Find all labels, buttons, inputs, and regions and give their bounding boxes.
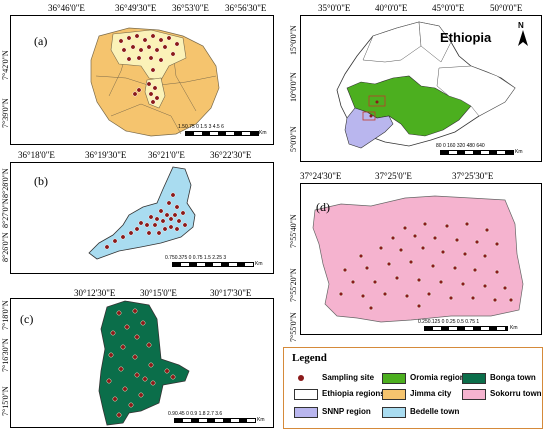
c-top-coord-3: 30°17'30"E (210, 288, 252, 298)
b-left-coord-3: 8°26'0"N (1, 232, 10, 262)
panel-c-label: (c) (20, 312, 34, 326)
d-top-coord-1: 37°24'30"E (300, 171, 342, 181)
north-label: N (518, 21, 524, 30)
eth-scale-unit: Km (515, 149, 523, 155)
legend-oromia: Oromia region (410, 373, 465, 382)
sokorru-boundary (312, 195, 524, 323)
eth-top-coord-3: 45°0'0"E (432, 3, 465, 13)
b-left-coord-2: 8°27'0"N (1, 198, 10, 228)
c-scale-bar (174, 418, 256, 423)
panel-b-bedelle (10, 162, 274, 274)
bedelle-map (88, 166, 196, 260)
sampling-sites-b (104, 192, 188, 250)
c-left-coord-2: 7°16'30"N (1, 338, 10, 372)
ethiopia-regions-swatch (294, 389, 318, 400)
jimma-map (11, 16, 273, 144)
b-top-coord-3: 36°21'0"E (148, 150, 185, 160)
c-left-coord-1: 7°18'0"N (1, 300, 10, 330)
b-scale-bar (172, 262, 254, 267)
legend-jimma: Jimma city (410, 389, 452, 398)
a-scale-ticks: 1.50.75 0 1.5 3 4.5 6 (178, 124, 224, 130)
d-left-coord-1: 7°55'40"N (289, 214, 298, 248)
eth-top-coord-4: 50°0'0"E (490, 3, 523, 13)
oromia-swatch (382, 373, 406, 384)
bedelle-boundary (88, 166, 196, 260)
b-top-coord-2: 36°19'30"E (85, 150, 127, 160)
eth-left-coord-1: 15°0'0"N (289, 25, 298, 55)
legend-snnp: SNNP region (322, 407, 371, 416)
sampling-sites-c (106, 308, 176, 418)
c-scale-ticks: 0.90.45 0 0.9 1.8 2.7 3.6 (168, 411, 223, 417)
eth-top-coord-2: 40°0'0"E (375, 3, 408, 13)
b-top-coord-4: 36°22'30"E (210, 150, 252, 160)
eth-top-coord-1: 35°0'0"E (318, 3, 351, 13)
b-scale-ticks: 0.750.375 0 0.75 1.5 2.25 3 (165, 255, 227, 261)
legend-bonga: Bonga town (490, 373, 536, 382)
bedelle-swatch (382, 407, 406, 418)
a-scale-bar (185, 131, 259, 136)
panel-c-bonga (10, 298, 274, 428)
a-top-coord-2: 36°49'30"E (115, 3, 157, 13)
bonga-boundary (98, 300, 190, 426)
sampling-sites-a (118, 33, 180, 105)
b-scale-unit: Km (255, 261, 263, 267)
d-scale-ticks: 0.250.125 0 0.25 0.5 0.75 1 (418, 319, 480, 325)
legend-title: Legend (292, 352, 327, 364)
d-left-coord-3: 7°55'0"N (289, 312, 298, 342)
snnp-swatch (294, 407, 318, 418)
ethiopia-title: Ethiopia (440, 30, 492, 45)
legend-sokorru: Sokorru town (490, 389, 542, 398)
panel-ethiopia-overview (300, 15, 542, 162)
d-top-coord-3: 37°25'30"E (452, 171, 494, 181)
a-top-coord-4: 36°56'30"E (225, 3, 267, 13)
ethiopia-map (336, 21, 528, 149)
a-top-coord-3: 36°53'0"E (172, 3, 209, 13)
a-left-coord-2: 7°39'0"N (1, 98, 10, 128)
panel-d-label: (d) (316, 200, 330, 214)
b-top-coord-1: 36°18'0"E (18, 150, 55, 160)
panel-d-sokorru (300, 183, 542, 335)
c-top-coord-2: 30°15'0"E (140, 288, 177, 298)
b-left-coord-1: 8°28'0"N (1, 168, 10, 198)
bonga-swatch (462, 373, 486, 384)
legend-bedelle: Bedelle town (410, 407, 460, 416)
sampling-site-marker (298, 375, 304, 381)
jimma-swatch (382, 389, 406, 400)
c-scale-unit: Km (257, 417, 265, 423)
legend-sampling-site: Sampling site (322, 373, 375, 382)
sampling-sites-d (338, 221, 514, 311)
eth-scale-bar (440, 150, 514, 155)
panel-a-label: (a) (34, 34, 48, 48)
d-scale-unit: Km (510, 325, 518, 331)
sokorru-map (312, 195, 524, 323)
d-left-coord-2: 7°55'20"N (289, 268, 298, 302)
sokorru-swatch (462, 389, 486, 400)
c-left-coord-3: 7°15'0"N (1, 386, 10, 416)
legend: Legend Sampling site Oromia region Bonga… (283, 347, 543, 429)
panel-b-label: (b) (34, 174, 48, 188)
eth-left-coord-2: 10°0'0"N (289, 72, 298, 102)
d-top-coord-2: 37°25'0"E (375, 171, 412, 181)
c-top-coord-1: 30°12'30"E (74, 288, 116, 298)
legend-ethiopia-regions: Ethiopia regions (322, 389, 385, 398)
a-left-coord-1: 7°42'0"N (1, 50, 10, 80)
eth-left-coord-3: 5°0'0"N (289, 126, 298, 152)
eth-scale-ticks: 80 0 160 320 480 640 (436, 143, 485, 149)
bonga-map (98, 300, 190, 426)
a-top-coord-1: 36°46'0"E (48, 3, 85, 13)
d-scale-bar (424, 326, 508, 331)
panel-a-jimma (10, 15, 274, 145)
north-arrow (518, 30, 528, 46)
a-scale-unit: Km (259, 130, 267, 136)
